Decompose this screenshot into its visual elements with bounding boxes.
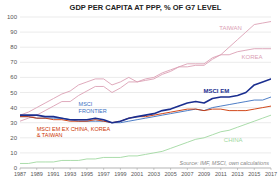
series-line [20,97,271,123]
x-tick [103,168,104,170]
x-tick-label: 2003 [148,171,160,177]
x-tick [70,168,71,170]
series-label: TAIWAN [219,25,242,31]
series-label: KOREA [242,54,263,60]
x-tick-label: 2017 [265,171,277,177]
x-axis-line [20,168,271,169]
x-tick [187,168,188,170]
series-label-line: FRONTIER [79,108,107,114]
x-tick [254,168,255,170]
y-tick-label: 40 [10,105,17,111]
annotation: Source: IMF, MSCI, own calculations [180,160,270,166]
series-label-line: MSCI EM [203,88,229,94]
series-label-line: MSCI [79,101,93,107]
x-tick [120,168,121,170]
chart: GDP PER CAPITA AT PPP, % OF G7 LEVEL0102… [0,0,279,181]
x-tick [220,168,221,170]
x-tick-label: 1997 [98,171,110,177]
series-label-line: & TAIWAN [37,132,63,138]
grid-line [20,62,271,63]
x-tick [53,168,54,170]
x-tick-label: 2007 [181,171,193,177]
series-line [20,115,271,163]
x-tick-label: 1999 [114,171,126,177]
y-tick-label: 100 [7,14,18,20]
grid-line [20,107,271,108]
grid-line [20,122,271,123]
y-tick-label: 20 [10,135,17,141]
x-tick-label: 2009 [198,171,210,177]
x-tick [137,168,138,170]
y-tick-label: 50 [10,90,17,96]
y-tick-label: 70 [10,59,17,65]
series-line [20,22,271,116]
x-tick-label: 2011 [215,171,227,177]
series-label-line: KOREA [242,54,263,60]
x-tick-label: 2005 [164,171,176,177]
series-line [20,79,271,123]
series-label: CHINA [224,137,243,143]
title: GDP PER CAPITA AT PPP, % OF G7 LEVEL [70,3,222,12]
x-tick [271,168,272,170]
y-tick-label: 90 [10,29,17,35]
x-tick [153,168,154,170]
grid-line [20,152,271,153]
series-label-line: CHINA [224,137,243,143]
y-tick-label: 60 [10,74,17,80]
grid-line [20,32,271,33]
series-label: MSCI EM EX CHINA, KOREA& TAIWAN [37,126,111,138]
x-tick-label: 1995 [81,171,93,177]
x-tick [237,168,238,170]
x-tick-label: 2001 [131,171,143,177]
x-tick-label: 1993 [64,171,76,177]
x-tick [170,168,171,170]
grid-line [20,77,271,78]
plot-lines [20,22,271,164]
x-tick-label: 1991 [47,171,59,177]
x-tick [20,168,21,170]
grid-line [20,17,271,18]
series-label-line: TAIWAN [219,25,242,31]
x-tick-label: 2013 [231,171,243,177]
x-tick [86,168,87,170]
x-tick [36,168,37,170]
grid-line [20,168,271,169]
grid-line [20,47,271,48]
series-label: MSCIFRONTIER [79,101,107,113]
x-tick-label: 2015 [248,171,260,177]
y-tick-label: 80 [10,44,17,50]
x-tick-label: 1989 [31,171,43,177]
x-tick [204,168,205,170]
grid-line [20,92,271,93]
x-tick-label: 1987 [14,171,26,177]
series-label-line: MSCI EM EX CHINA, KOREA [37,126,111,132]
y-tick-label: 30 [10,120,17,126]
y-tick-label: 10 [10,150,17,156]
series-label: MSCI EM [203,88,229,94]
